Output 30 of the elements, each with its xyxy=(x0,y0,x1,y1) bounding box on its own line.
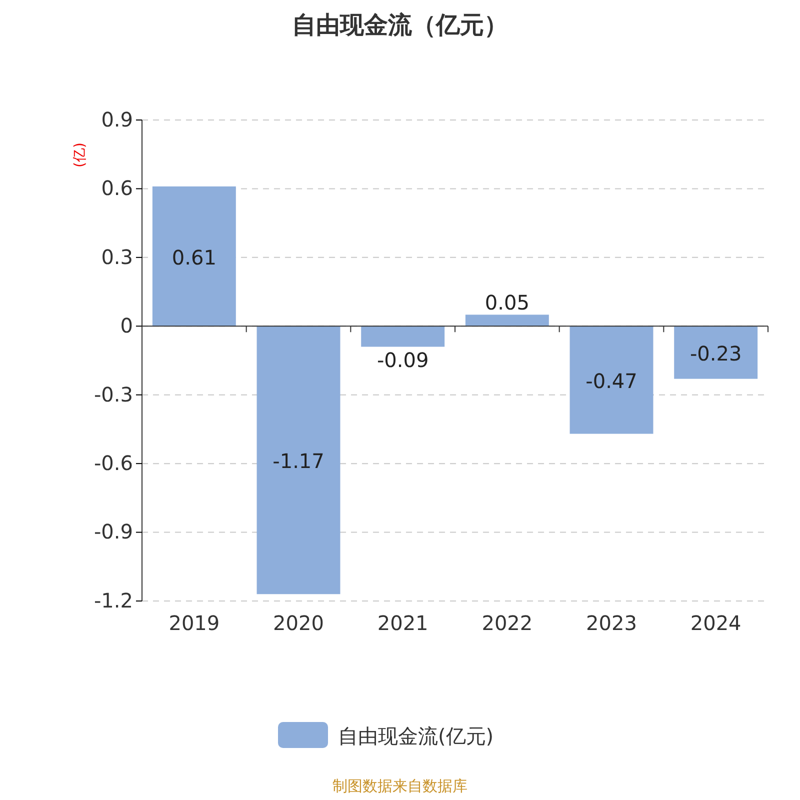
y-tick-label: -1.2 xyxy=(94,588,133,612)
x-tick-label: 2020 xyxy=(273,611,324,636)
data-label: -0.47 xyxy=(586,368,638,393)
bar xyxy=(256,326,340,594)
data-label: -0.23 xyxy=(690,341,742,366)
x-tick-label: 2023 xyxy=(586,611,637,636)
y-tick-label: 0.6 xyxy=(101,176,133,200)
bar xyxy=(465,314,549,326)
bar xyxy=(152,186,236,326)
y-tick-label: 0 xyxy=(120,314,133,338)
y-tick-label: -0.3 xyxy=(94,382,133,406)
data-label: 0.61 xyxy=(172,245,216,270)
y-axis-title: (亿) xyxy=(72,142,88,168)
bar xyxy=(674,326,758,379)
x-tick-label: 2024 xyxy=(690,611,742,636)
y-tick-label: -0.6 xyxy=(94,450,133,475)
bar xyxy=(361,326,445,347)
legend-label: 自由现金流(亿元) xyxy=(338,724,494,748)
y-tick-label: 0.3 xyxy=(101,244,133,269)
text: 制图数据来自数据库 xyxy=(332,777,468,795)
data-label: -1.17 xyxy=(272,449,324,474)
x-tick-label: 2021 xyxy=(377,611,428,636)
chart-title: 自由现金流（亿元） xyxy=(292,11,508,39)
data-label: -0.09 xyxy=(376,348,429,372)
data-label: 0.05 xyxy=(484,290,530,315)
y-tick-label: -0.9 xyxy=(94,520,133,544)
x-tick-label: 2019 xyxy=(168,611,220,636)
y-tick-label: 0.9 xyxy=(101,107,133,132)
bar xyxy=(570,326,654,434)
x-tick-label: 2022 xyxy=(482,611,533,636)
